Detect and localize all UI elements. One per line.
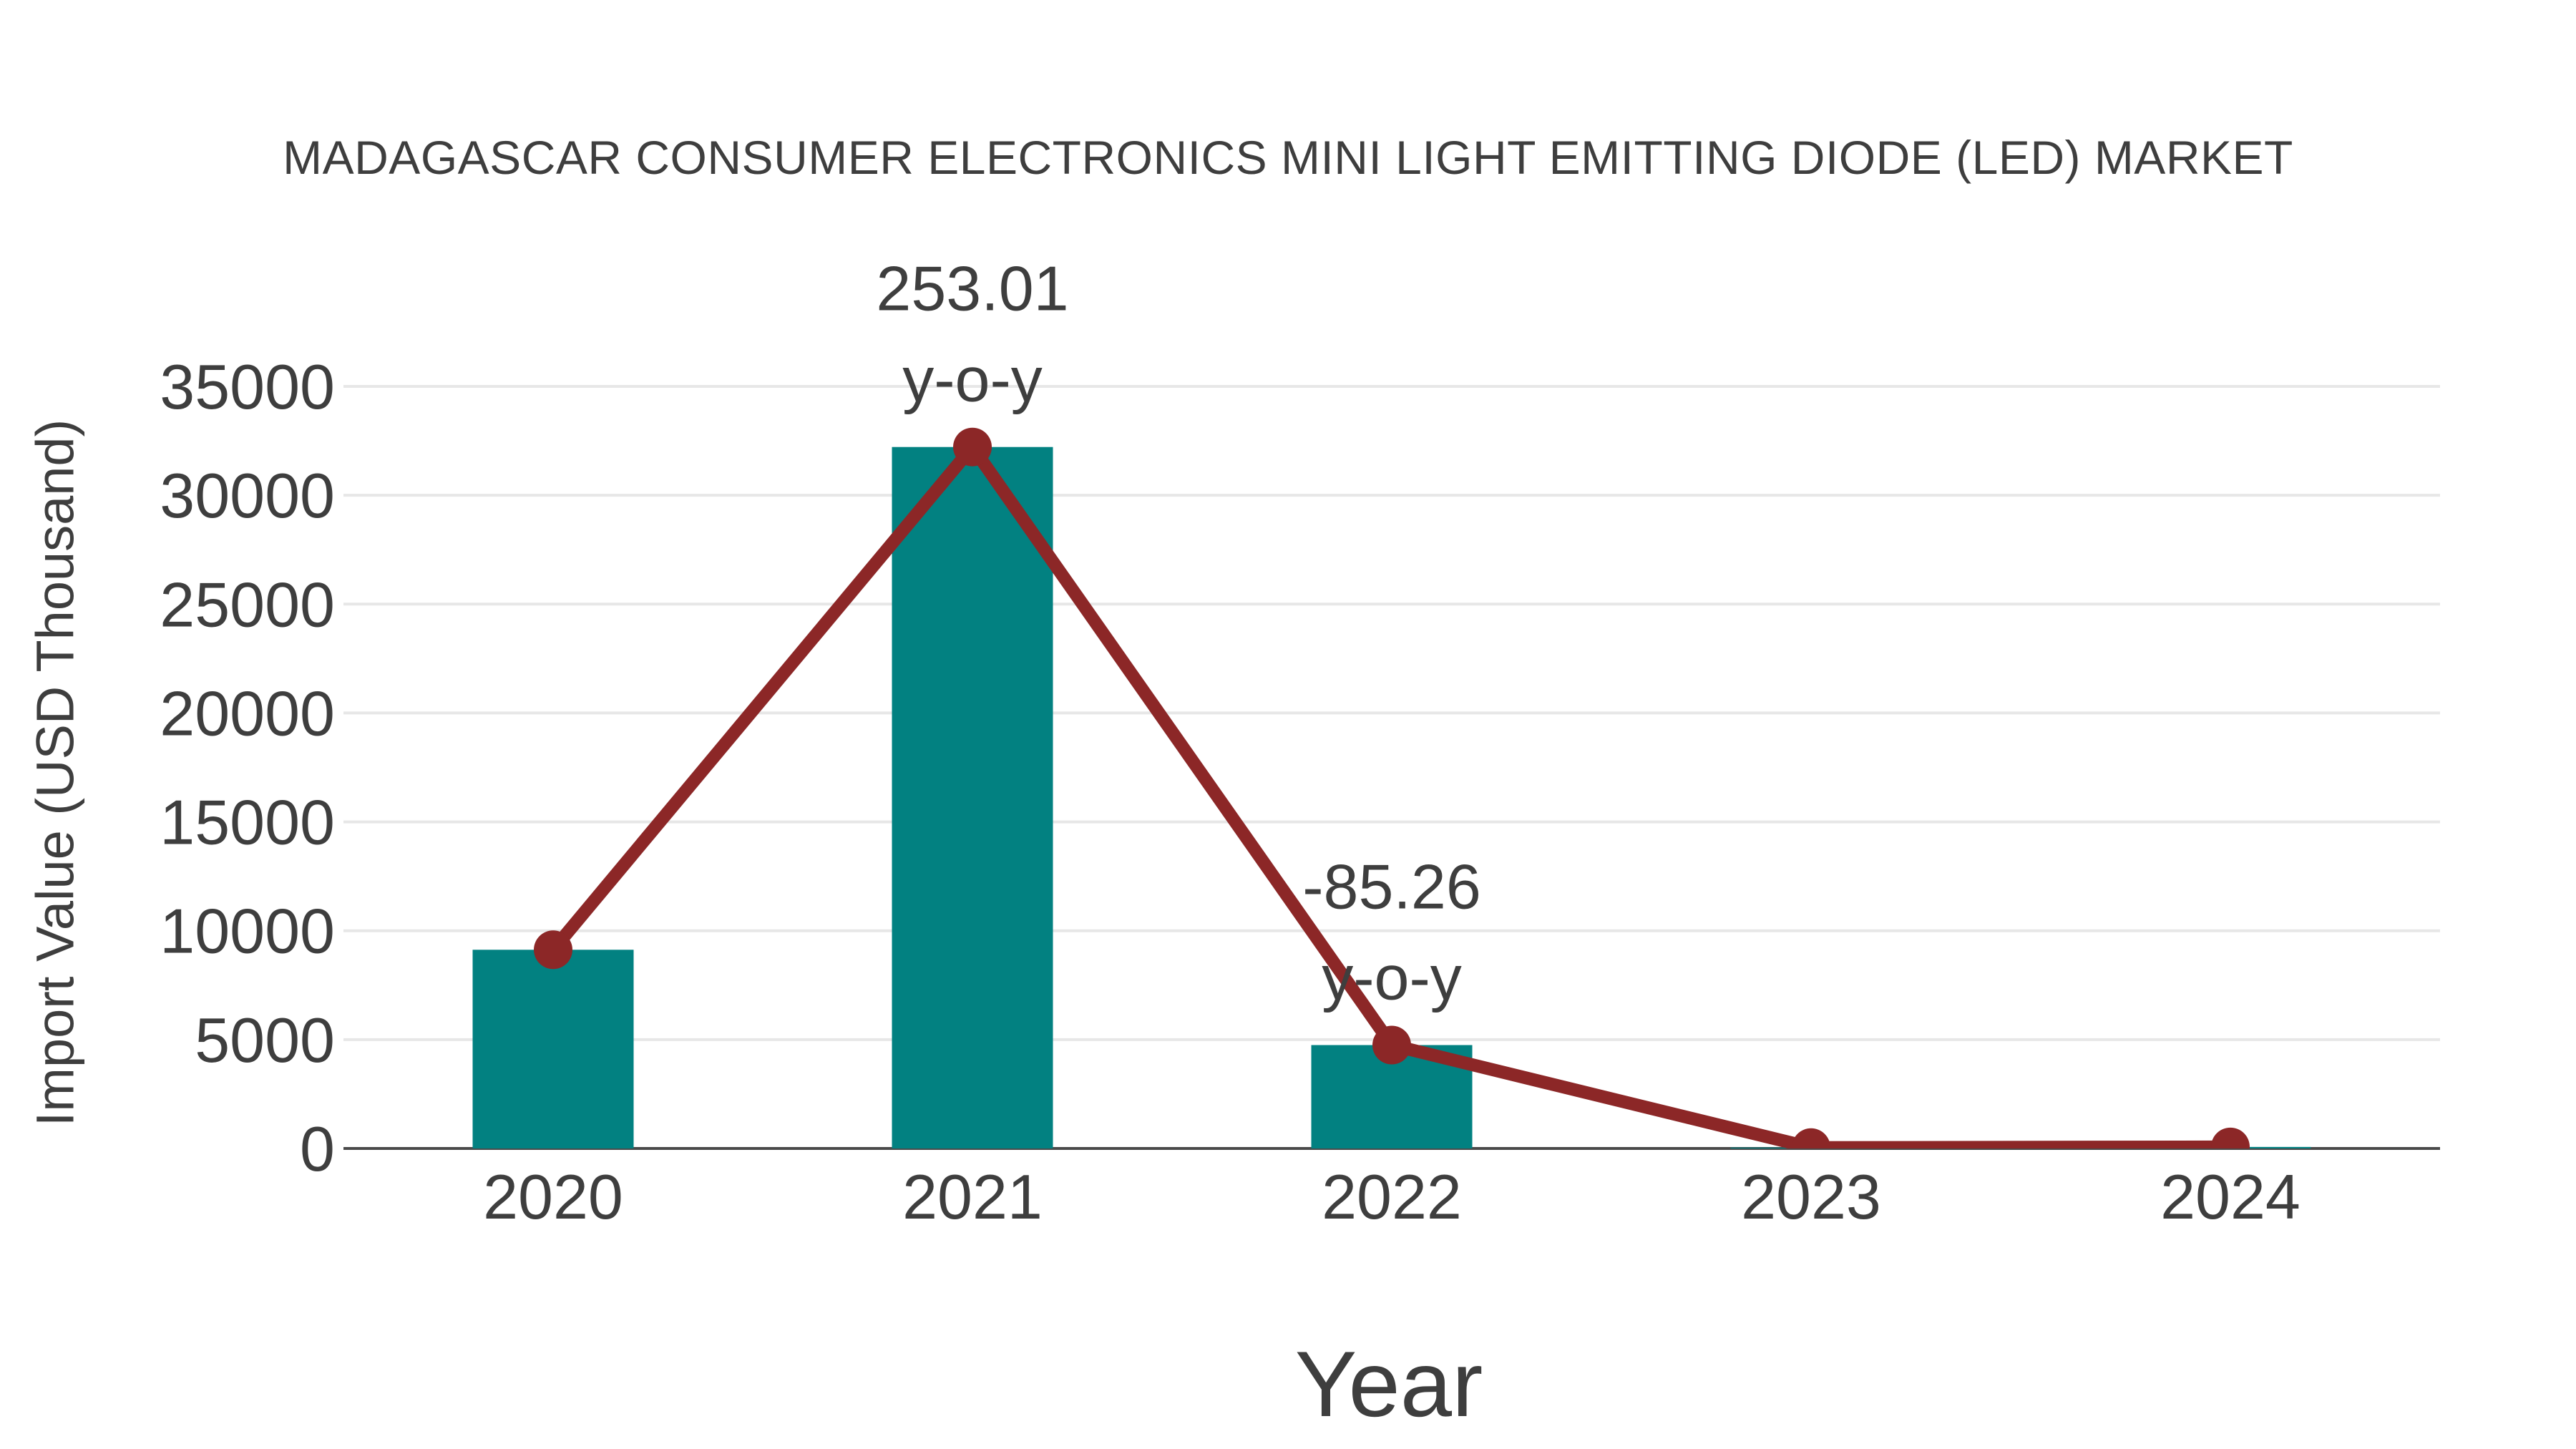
line-point-2023[interactable]: [1792, 1128, 1830, 1167]
x-tick-label-2020: 2020: [483, 1161, 623, 1232]
x-tick-label-2022: 2022: [1322, 1161, 1462, 1232]
annotation-value-2021: 253.01: [876, 253, 1068, 324]
x-tick-label-2021: 2021: [902, 1161, 1043, 1232]
y-tick-label-15000: 15000: [160, 787, 335, 858]
bar-2021[interactable]: [892, 447, 1053, 1148]
annotation-value-2022: -85.26: [1302, 851, 1481, 922]
y-tick-label-20000: 20000: [160, 678, 335, 748]
x-axis-title: Year: [1294, 1332, 1483, 1436]
line-point-2022[interactable]: [1372, 1025, 1411, 1065]
bars-group: [472, 447, 2311, 1148]
y-tick-label-5000: 5000: [195, 1005, 335, 1075]
annotations-group: 253.01 y-o-y -85.26 y-o-y: [876, 253, 1480, 1013]
y-tick-label-0: 0: [300, 1113, 335, 1184]
bar-2020[interactable]: [472, 950, 634, 1148]
x-tick-labels-group: 2020 2021 2022 2023 2024: [483, 1161, 2301, 1232]
x-tick-label-2023: 2023: [1741, 1161, 1881, 1232]
line-series-group: [534, 427, 2250, 1167]
annotation-suffix-2021: y-o-y: [902, 344, 1043, 415]
y-axis-title: Import Value (USD Thousand): [25, 419, 85, 1127]
y-tick-label-10000: 10000: [160, 896, 335, 967]
chart-title: MADAGASCAR CONSUMER ELECTRONICS MINI LIG…: [283, 131, 2293, 184]
line-point-2020[interactable]: [534, 930, 572, 970]
y-tick-label-25000: 25000: [160, 569, 335, 640]
line-point-2021[interactable]: [953, 427, 992, 467]
line-point-2024[interactable]: [2211, 1127, 2250, 1166]
gridlines-group: [343, 385, 2440, 1041]
y-tick-label-35000: 35000: [160, 351, 335, 422]
x-tick-label-2024: 2024: [2160, 1161, 2301, 1232]
y-tick-label-30000: 30000: [160, 460, 335, 531]
y-tick-labels-group: 0 5000 10000 15000 20000 25000 30000 35000: [160, 351, 335, 1184]
annotation-suffix-2022: y-o-y: [1322, 942, 1462, 1013]
